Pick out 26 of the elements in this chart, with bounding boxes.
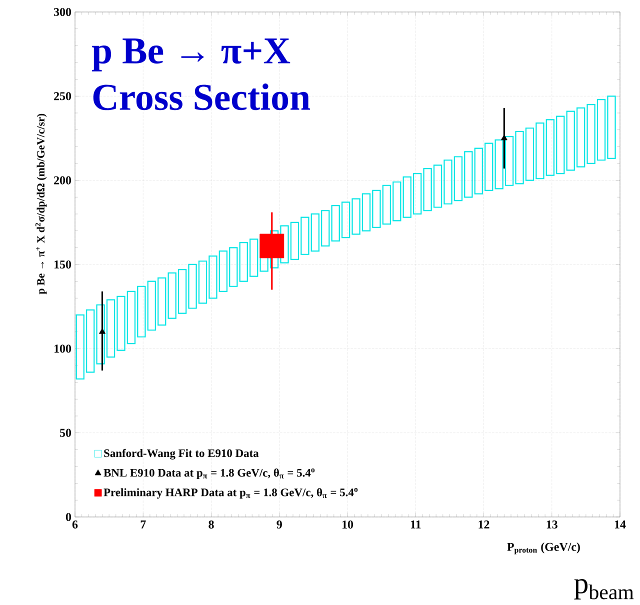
point (500, 134, 508, 140)
y-axis-title: p Be → π$^{+}$ X d$^{2}$σ/dp/dΩ (mb/GeV/c/sr) (35, 114, 47, 294)
x-tick-label: 7 (140, 520, 146, 528)
text: p$_{beam}$ (574, 579, 634, 600)
x-tick-label: 6 (72, 520, 78, 529)
y-tick-label: 50 (60, 428, 72, 437)
legend-label: BNL E910 Data at p$_{π}$ = 1.8 GeV/c, θ$_{π}$ = 5.4$^{o}$ (104, 468, 315, 479)
y-tick-label: 200 (54, 176, 72, 184)
text: Cross Section (93, 84, 310, 110)
x-tick-label: 12 (478, 520, 490, 528)
x-tick-label: 9 (276, 520, 282, 529)
x-tick-label: 10 (342, 520, 354, 529)
y-tick-label: 300 (54, 8, 72, 16)
x-axis-title: P$_{proton}$ (GeV/c) (507, 542, 580, 554)
legend-label: Preliminary HARP Data at p$_{π}$ = 1.8 GeV/c, θ$_{π}$ = 5.4$^{o}$ (104, 488, 358, 499)
legend-label: Sanford-Wang Fit to E910 Data (104, 448, 259, 460)
y-tick-label: 100 (54, 344, 72, 353)
y-tick-label: 250 (54, 92, 72, 100)
x-tick-label: 13 (546, 520, 558, 529)
x-tick-label: 14 (614, 520, 626, 528)
text: p Be → π+X (92, 38, 290, 72)
point (260, 234, 284, 258)
x-tick-label: 8 (208, 520, 214, 529)
x-tick-label: 11 (410, 520, 421, 528)
y-tick-label: 0 (66, 512, 72, 522)
y-tick-label: 150 (54, 260, 72, 269)
